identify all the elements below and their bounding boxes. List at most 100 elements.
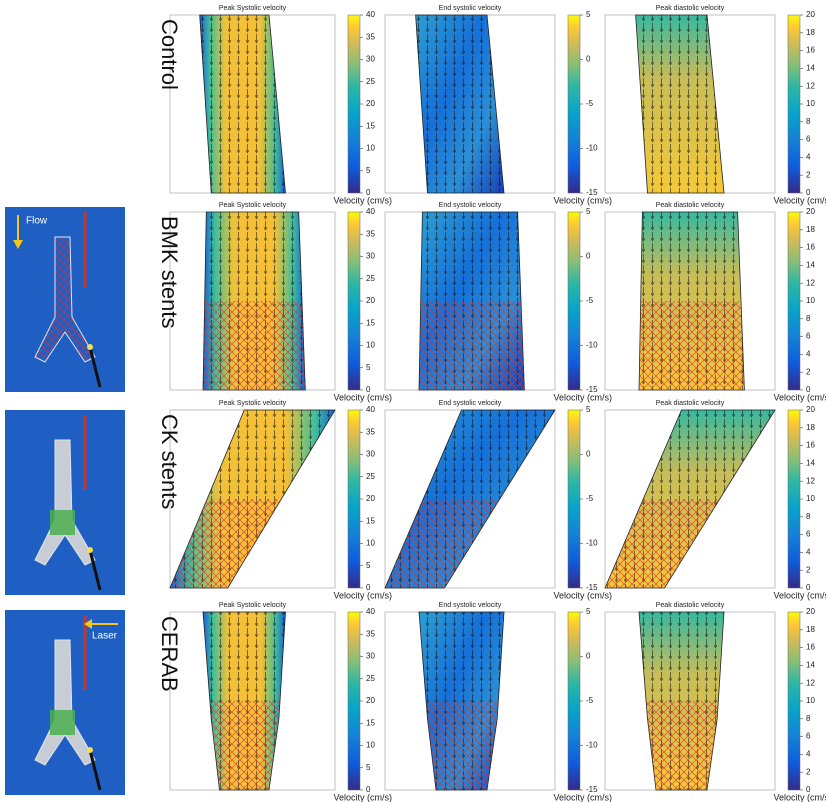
colorbar-tick-label: 15: [366, 318, 375, 327]
colorbar-tick-label: 2: [806, 170, 811, 179]
colorbar-tick-label: 0: [586, 652, 591, 661]
colorbar-tick-label: 30: [366, 652, 375, 661]
colorbar-tick-label: -5: [586, 696, 594, 705]
colorbar-tick-label: 20: [806, 405, 815, 414]
colorbar-tick-label: 20: [366, 696, 375, 705]
colorbar-tick-label: 8: [806, 714, 811, 723]
panel-title: End systolic velocity: [439, 602, 502, 609]
stent-struts: [639, 301, 745, 390]
colorbar-tick-label: 0: [806, 583, 811, 592]
colorbar-tick-label: 20: [806, 607, 815, 616]
panel-title: End systolic velocity: [439, 400, 502, 407]
colorbar-tick-label: 5: [366, 363, 371, 372]
colorbar-tick-label: 0: [366, 188, 371, 197]
colorbar-label: Velocity (cm/s): [773, 195, 826, 205]
colorbar-tick-label: 10: [366, 144, 375, 153]
colorbar-tick-label: 12: [806, 278, 815, 287]
colorbar-tick-label: 5: [366, 561, 371, 570]
colorbar-tick-label: 25: [366, 674, 375, 683]
colorbar-tick-label: -15: [586, 188, 598, 197]
colorbar-tick-label: 5: [586, 607, 591, 616]
colorbar-tick-label: 8: [806, 117, 811, 126]
colorbar-tick-label: 2: [806, 367, 811, 376]
colorbar-tick-label: 20: [366, 494, 375, 503]
colorbar-tick-label: 30: [366, 450, 375, 459]
colorbar-tick-label: 35: [366, 32, 375, 41]
colorbar-tick-label: -5: [586, 494, 594, 503]
colorbar-tick-label: 0: [806, 385, 811, 394]
colorbar-tick-label: 4: [806, 153, 811, 162]
colorbar: [787, 611, 801, 791]
colorbar-tick-label: 6: [806, 135, 811, 144]
colorbar-tick-label: 5: [586, 405, 591, 414]
colorbar-tick-label: -5: [586, 99, 594, 108]
colorbar-tick-label: 10: [806, 296, 815, 305]
colorbar-tick-label: 12: [806, 81, 815, 90]
colorbar-tick-label: 5: [586, 10, 591, 19]
velocity-vectors: [635, 15, 724, 193]
colorbar-tick-label: 5: [586, 207, 591, 216]
colorbar-tick-label: 15: [366, 121, 375, 130]
colorbar: [567, 611, 581, 791]
panel-title: End systolic velocity: [439, 202, 502, 209]
colorbar-tick-label: -10: [586, 741, 598, 750]
laser-arrow-head: [84, 619, 92, 629]
colorbar: [347, 611, 361, 791]
row-label: Control: [157, 19, 182, 90]
colorbar-tick-label: 10: [366, 741, 375, 750]
colorbar-tick-label: 16: [806, 441, 815, 450]
colorbar-tick-label: 14: [806, 261, 815, 270]
colorbar-tick-label: 4: [806, 548, 811, 557]
colorbar-tick-label: 18: [806, 625, 815, 634]
colorbar-tick-label: 14: [806, 661, 815, 670]
colorbar-label: Velocity (cm/s): [553, 392, 612, 402]
colorbar-tick-label: 35: [366, 427, 375, 436]
colorbar-tick-label: 2: [806, 767, 811, 776]
laser-fiber: [88, 549, 102, 591]
colorbar-label: Velocity (cm/s): [553, 590, 612, 600]
colorbar-tick-label: 20: [366, 99, 375, 108]
colorbar-tick-label: -15: [586, 385, 598, 394]
colorbar: [787, 409, 801, 589]
colorbar-tick-label: 40: [366, 405, 375, 414]
colorbar-tick-label: 35: [366, 629, 375, 638]
colorbar-tick-label: 5: [366, 763, 371, 772]
colorbar-tick-label: -5: [586, 296, 594, 305]
colorbar-tick-label: 0: [806, 188, 811, 197]
colorbar-tick-label: -10: [586, 341, 598, 350]
colorbar-tick-label: 16: [806, 46, 815, 55]
colorbar-tick-label: 18: [806, 28, 815, 37]
marker: [87, 547, 93, 553]
colorbar-tick-label: 18: [806, 423, 815, 432]
colorbar-tick-label: 20: [806, 10, 815, 19]
colorbar-tick-label: 12: [806, 678, 815, 687]
colorbar-tick-label: 14: [806, 459, 815, 468]
colorbar-tick-label: 35: [366, 229, 375, 238]
row-label: BMK stents: [157, 216, 182, 328]
colorbar-tick-label: 20: [806, 207, 815, 216]
colorbar-tick-label: 18: [806, 225, 815, 234]
colorbar-tick-label: 0: [586, 252, 591, 261]
panel-title: Peak Systolic velocity: [219, 602, 287, 609]
colorbar-tick-label: 25: [366, 472, 375, 481]
row-label: CERAB: [157, 616, 182, 692]
colorbar-tick-label: 10: [366, 539, 375, 548]
colorbar-tick-label: 15: [366, 718, 375, 727]
covered-segment: [50, 710, 75, 735]
colorbar-tick-label: 6: [806, 332, 811, 341]
colorbar-label: Velocity (cm/s): [553, 195, 612, 205]
colorbar: [787, 14, 801, 194]
panel-title: End systolic velocity: [439, 5, 502, 12]
colorbar: [347, 409, 361, 589]
colorbar-tick-label: 40: [366, 10, 375, 19]
colorbar-tick-label: 6: [806, 732, 811, 741]
colorbar-tick-label: 0: [366, 785, 371, 794]
laser-fiber: [88, 749, 102, 791]
colorbar-label: Velocity (cm/s): [333, 195, 392, 205]
colorbar-tick-label: 10: [366, 341, 375, 350]
colorbar-tick-label: 15: [366, 516, 375, 525]
colorbar-label: Velocity (cm/s): [553, 792, 612, 802]
colorbar-tick-label: 0: [366, 385, 371, 394]
colorbar-tick-label: 10: [806, 494, 815, 503]
